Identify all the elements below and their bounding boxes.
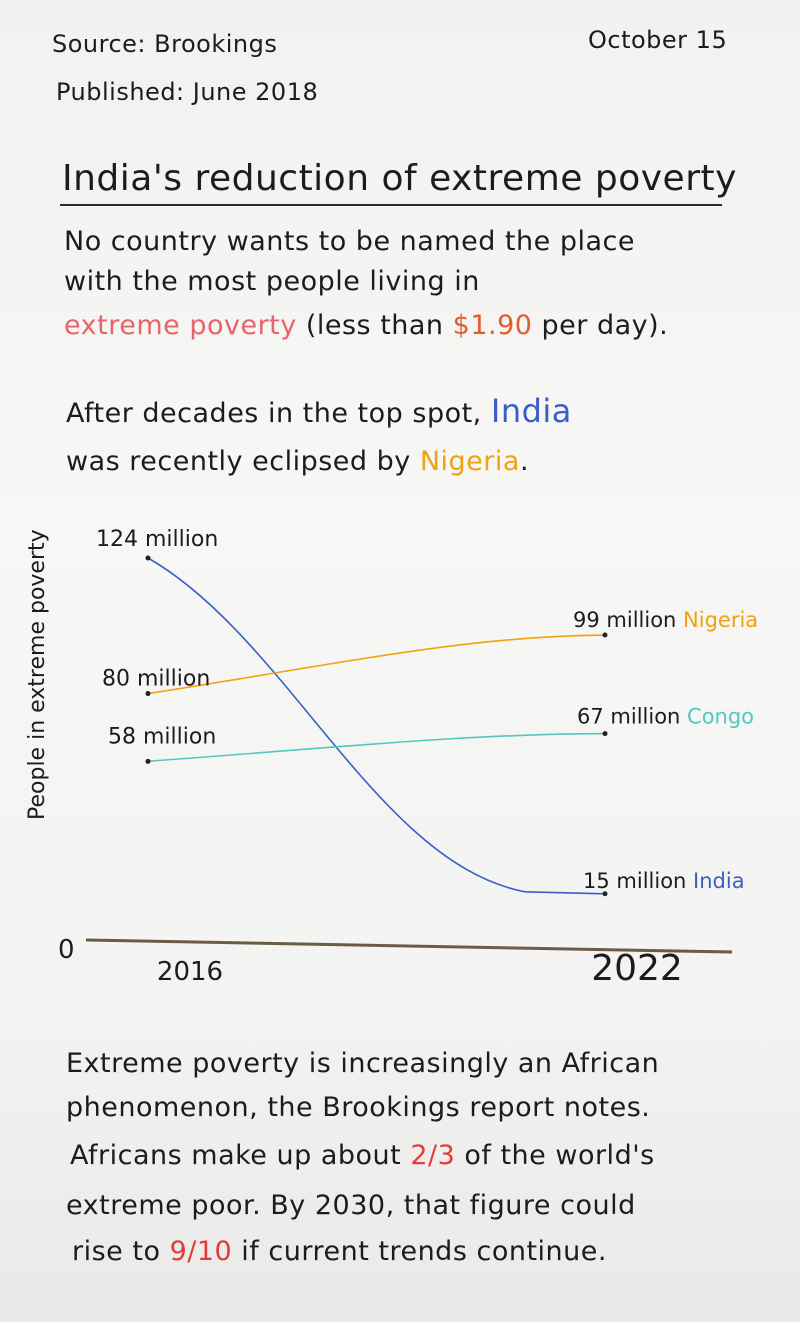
point-india-end: [602, 891, 608, 897]
outro-line-2: phenomenon, the Brookings report notes.: [66, 1092, 651, 1123]
poverty-line-chart: People in extreme poverty 0 2016 2022 124…: [25, 527, 758, 989]
point-india-start: [145, 555, 151, 561]
outro-line-5-b: if current trends continue.: [241, 1236, 607, 1267]
nigeria-highlight: Nigeria: [419, 446, 520, 477]
x-tick-label-2016: 2016: [157, 957, 223, 987]
money-threshold: $1.90: [452, 310, 533, 341]
intro-line-3-a: (less than: [305, 310, 444, 341]
intro-line-2: with the most people living in: [64, 266, 480, 297]
series-line-congo: [147, 732, 606, 763]
date-label: October 15: [588, 26, 728, 54]
india-highlight: India: [490, 392, 572, 430]
outro-line-5-a: rise to: [72, 1236, 161, 1267]
point-nigeria-start: [145, 691, 151, 697]
series-name-nigeria: Nigeria: [683, 608, 758, 632]
point-nigeria-end: [602, 632, 608, 638]
point-congo-end: [602, 731, 608, 737]
y-axis-label: People in extreme poverty: [25, 529, 50, 820]
outro-line-4: extreme poor. By 2030, that figure could: [66, 1190, 636, 1221]
intro-line-1: No country wants to be named the place: [64, 226, 635, 257]
end-value-congo: 67 million: [577, 705, 687, 729]
end-value-india: 15 million: [583, 869, 693, 893]
lead-line-2-end: .: [519, 446, 530, 477]
lead-line-1: After decades in the top spot, India: [66, 392, 572, 430]
start-label-nigeria: 80 million: [102, 667, 210, 692]
extreme-poverty-highlight: extreme poverty: [64, 310, 297, 341]
page-title: India's reduction of extreme poverty: [62, 158, 737, 199]
end-value-nigeria: 99 million: [573, 608, 683, 632]
intro-line-3-b: per day).: [541, 310, 669, 341]
series-name-india: India: [693, 869, 745, 893]
end-label-india: 15 million India: [583, 869, 745, 893]
outro-line-3-b: of the world's: [464, 1140, 655, 1171]
outro-line-5: rise to 9/10 if current trends continue.: [72, 1236, 607, 1267]
series-name-congo: Congo: [687, 705, 754, 729]
start-label-congo: 58 million: [108, 724, 216, 749]
y-zero-label: 0: [58, 935, 75, 965]
lead-line-2-text: was recently eclipsed by: [66, 446, 411, 477]
x-axis-line: [85, 938, 733, 954]
series-line-india: [147, 557, 606, 895]
fraction-nine-tenths: 9/10: [169, 1236, 233, 1267]
outro-line-1: Extreme poverty is increasingly an Afric…: [66, 1048, 660, 1079]
published-label: Published: June 2018: [56, 78, 319, 106]
title-underline: [60, 204, 722, 206]
lead-line-2: was recently eclipsed by Nigeria.: [66, 446, 529, 477]
series-line-nigeria: [147, 634, 606, 695]
end-label-nigeria: 99 million Nigeria: [573, 608, 758, 632]
x-tick-label-2022: 2022: [591, 948, 683, 989]
outro-line-3: Africans make up about 2/3 of the world'…: [70, 1140, 655, 1171]
outro-line-3-a: Africans make up about: [70, 1140, 402, 1171]
start-label-india: 124 million: [96, 527, 218, 552]
end-label-congo: 67 million Congo: [577, 705, 754, 729]
point-congo-start: [145, 758, 151, 764]
source-label: Source: Brookings: [52, 30, 278, 58]
lead-line-1-text: After decades in the top spot,: [66, 398, 482, 429]
intro-line-3: extreme poverty (less than $1.90 per day…: [64, 310, 668, 341]
fraction-two-thirds: 2/3: [410, 1140, 456, 1171]
